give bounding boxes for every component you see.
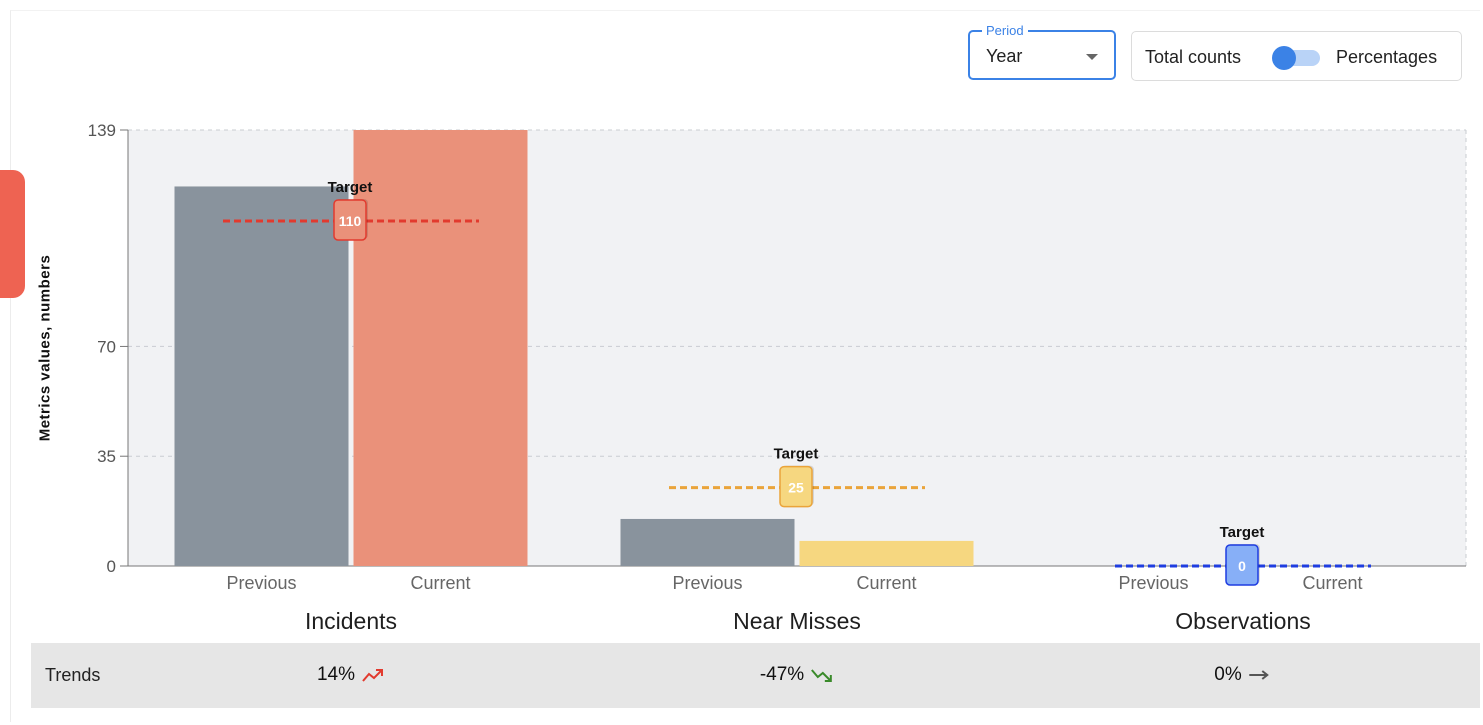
total-counts-label: Total counts bbox=[1145, 47, 1242, 67]
bar-current bbox=[799, 540, 974, 566]
period-select-value: Year bbox=[986, 46, 1023, 66]
x-tick-label: Current bbox=[410, 573, 470, 593]
count-mode-switch-thumb[interactable] bbox=[1272, 46, 1296, 70]
trending-down-icon bbox=[811, 669, 833, 682]
group-name-label: Observations bbox=[1175, 608, 1311, 634]
chart-card bbox=[10, 10, 1480, 722]
trend-value: 0% bbox=[1214, 664, 1271, 686]
x-tick-label: Previous bbox=[226, 573, 296, 593]
period-select-label: Period bbox=[982, 23, 1028, 39]
trend-value: -47% bbox=[760, 664, 834, 686]
target-badge bbox=[333, 199, 367, 241]
trending-up-icon bbox=[362, 668, 384, 682]
trends-row: Trends 14% -47% 0% bbox=[31, 643, 1480, 708]
y-tick-label: 139 bbox=[88, 121, 116, 140]
y-tick-label: 35 bbox=[97, 447, 116, 466]
trend-value: 14% bbox=[317, 664, 385, 686]
bar-current bbox=[353, 130, 528, 566]
target-badge bbox=[779, 465, 813, 508]
group-name-label: Incidents bbox=[304, 608, 398, 634]
target-title-label: Target bbox=[774, 446, 819, 463]
x-tick-label: Current bbox=[1302, 573, 1362, 593]
target-value-label: 0 bbox=[1238, 558, 1246, 574]
arrow-right-icon bbox=[1249, 670, 1270, 680]
target-value-label: 25 bbox=[788, 480, 804, 496]
bar-previous bbox=[174, 186, 349, 566]
y-tick-label: 0 bbox=[107, 557, 116, 576]
side-tab[interactable] bbox=[0, 170, 25, 298]
target-title-label: Target bbox=[1220, 524, 1265, 541]
group-name-label: Near Misses bbox=[733, 608, 861, 634]
x-tick-label: Previous bbox=[672, 573, 742, 593]
period-select[interactable]: Period Year bbox=[968, 23, 1116, 80]
trends-label: Trends bbox=[45, 665, 101, 685]
count-mode-toggle-group: Total counts Percentages bbox=[1131, 31, 1462, 81]
chevron-down-icon bbox=[1086, 54, 1098, 60]
percentages-label: Percentages bbox=[1336, 47, 1438, 67]
target-value-label: 110 bbox=[339, 213, 362, 229]
x-tick-label: Previous bbox=[1118, 573, 1188, 593]
x-tick-label: Current bbox=[856, 573, 916, 593]
bar-previous bbox=[620, 518, 795, 566]
target-title-label: Target bbox=[328, 179, 373, 196]
target-badge bbox=[1225, 544, 1259, 586]
y-tick-label: 70 bbox=[97, 337, 116, 356]
